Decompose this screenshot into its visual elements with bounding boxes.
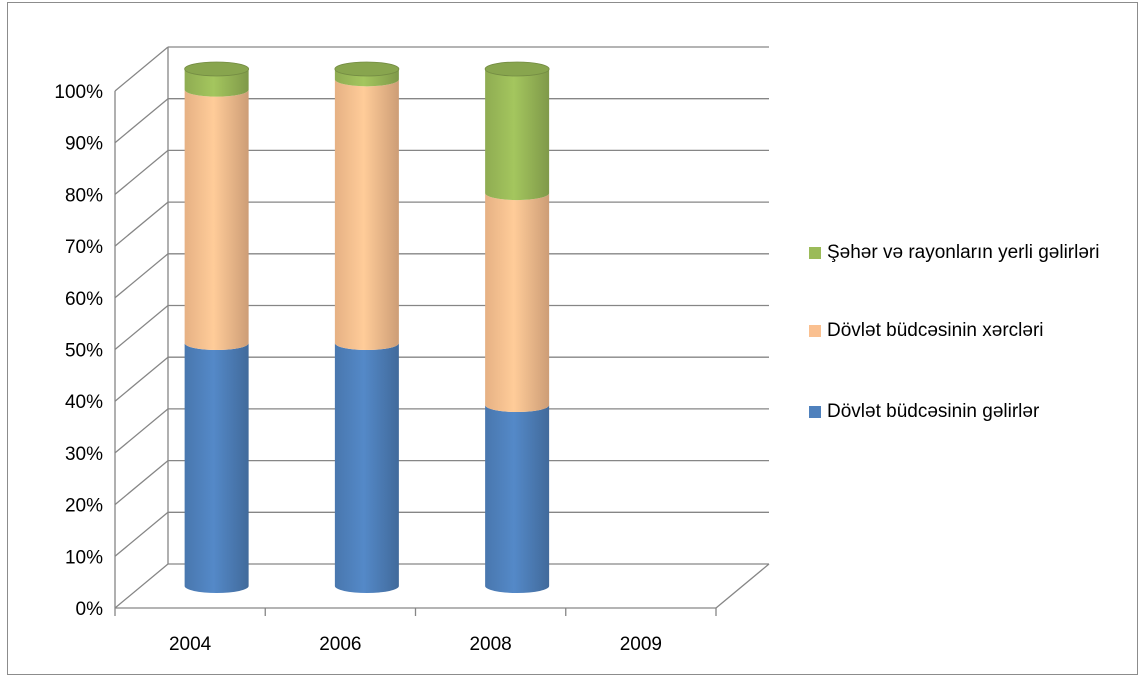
bar-cap-2008 (484, 61, 550, 77)
gridline-side-0 (114, 563, 169, 609)
bar-2008-series-1 (485, 405, 550, 593)
y-tick-label: 90% (65, 134, 103, 155)
y-tick-label: 0% (76, 599, 104, 620)
y-tick-label: 60% (65, 289, 103, 310)
gridline-side-6 (114, 253, 169, 299)
bar-cap-2004 (184, 61, 250, 77)
legend-item-series-1: Dövlət büdcəsinin gəlirlər (809, 397, 1127, 427)
y-tick-label: 10% (65, 547, 103, 568)
x-tick-label: 2008 (469, 634, 511, 655)
y-tick-label: 30% (65, 444, 103, 465)
legend-swatch-series-3 (809, 247, 821, 259)
x-tick-label: 2004 (169, 634, 212, 655)
y-tick-label: 100% (54, 82, 103, 103)
y-tick-label: 20% (65, 496, 103, 517)
gridline-side-10 (114, 46, 169, 92)
gridline-side-4 (114, 356, 169, 402)
gridline-side-3 (114, 408, 169, 454)
bar-2004-series-1 (184, 343, 249, 593)
legend-swatch-series-1 (809, 406, 821, 418)
y-tick-label: 50% (65, 341, 103, 362)
floor-right-edge (715, 563, 770, 609)
gridline-side-9 (114, 98, 169, 144)
bar-2004-series-2 (184, 89, 249, 351)
gridline-side-5 (114, 304, 169, 351)
legend-item-series-3: Şəhər və rayonların yerli gəlirləri (809, 238, 1127, 268)
gridline-side-7 (114, 201, 169, 247)
bar-2006-series-2 (334, 79, 399, 351)
bar-2004-series-3 (184, 69, 249, 97)
gridline-side-8 (114, 149, 169, 195)
y-tick-label: 80% (65, 185, 103, 206)
gridline-side-2 (114, 460, 169, 506)
bar-2006-series-1 (334, 343, 399, 593)
bar-2008-series-2 (485, 193, 550, 413)
legend-label-series-2: Dövlət büdcəsinin xərcləri (827, 320, 1044, 341)
legend-label-series-1: Dövlət büdcəsinin gəlirlər (827, 401, 1040, 422)
legend-label-series-3: Şəhər və rayonların yerli gəlirləri (827, 242, 1100, 263)
y-tick-label: 40% (65, 392, 103, 413)
bar-2008-series-3 (485, 69, 550, 201)
x-tick-label: 2006 (319, 634, 361, 655)
legend-item-series-2: Dövlət büdcəsinin xərcləri (809, 316, 1127, 346)
bar-cap-2006 (334, 61, 400, 77)
x-tick-label: 2009 (620, 634, 662, 655)
bar-2006-series-3 (334, 69, 399, 87)
legend-swatch-series-2 (809, 325, 821, 337)
y-tick-label: 70% (65, 237, 103, 258)
gridline-side-1 (114, 511, 169, 557)
